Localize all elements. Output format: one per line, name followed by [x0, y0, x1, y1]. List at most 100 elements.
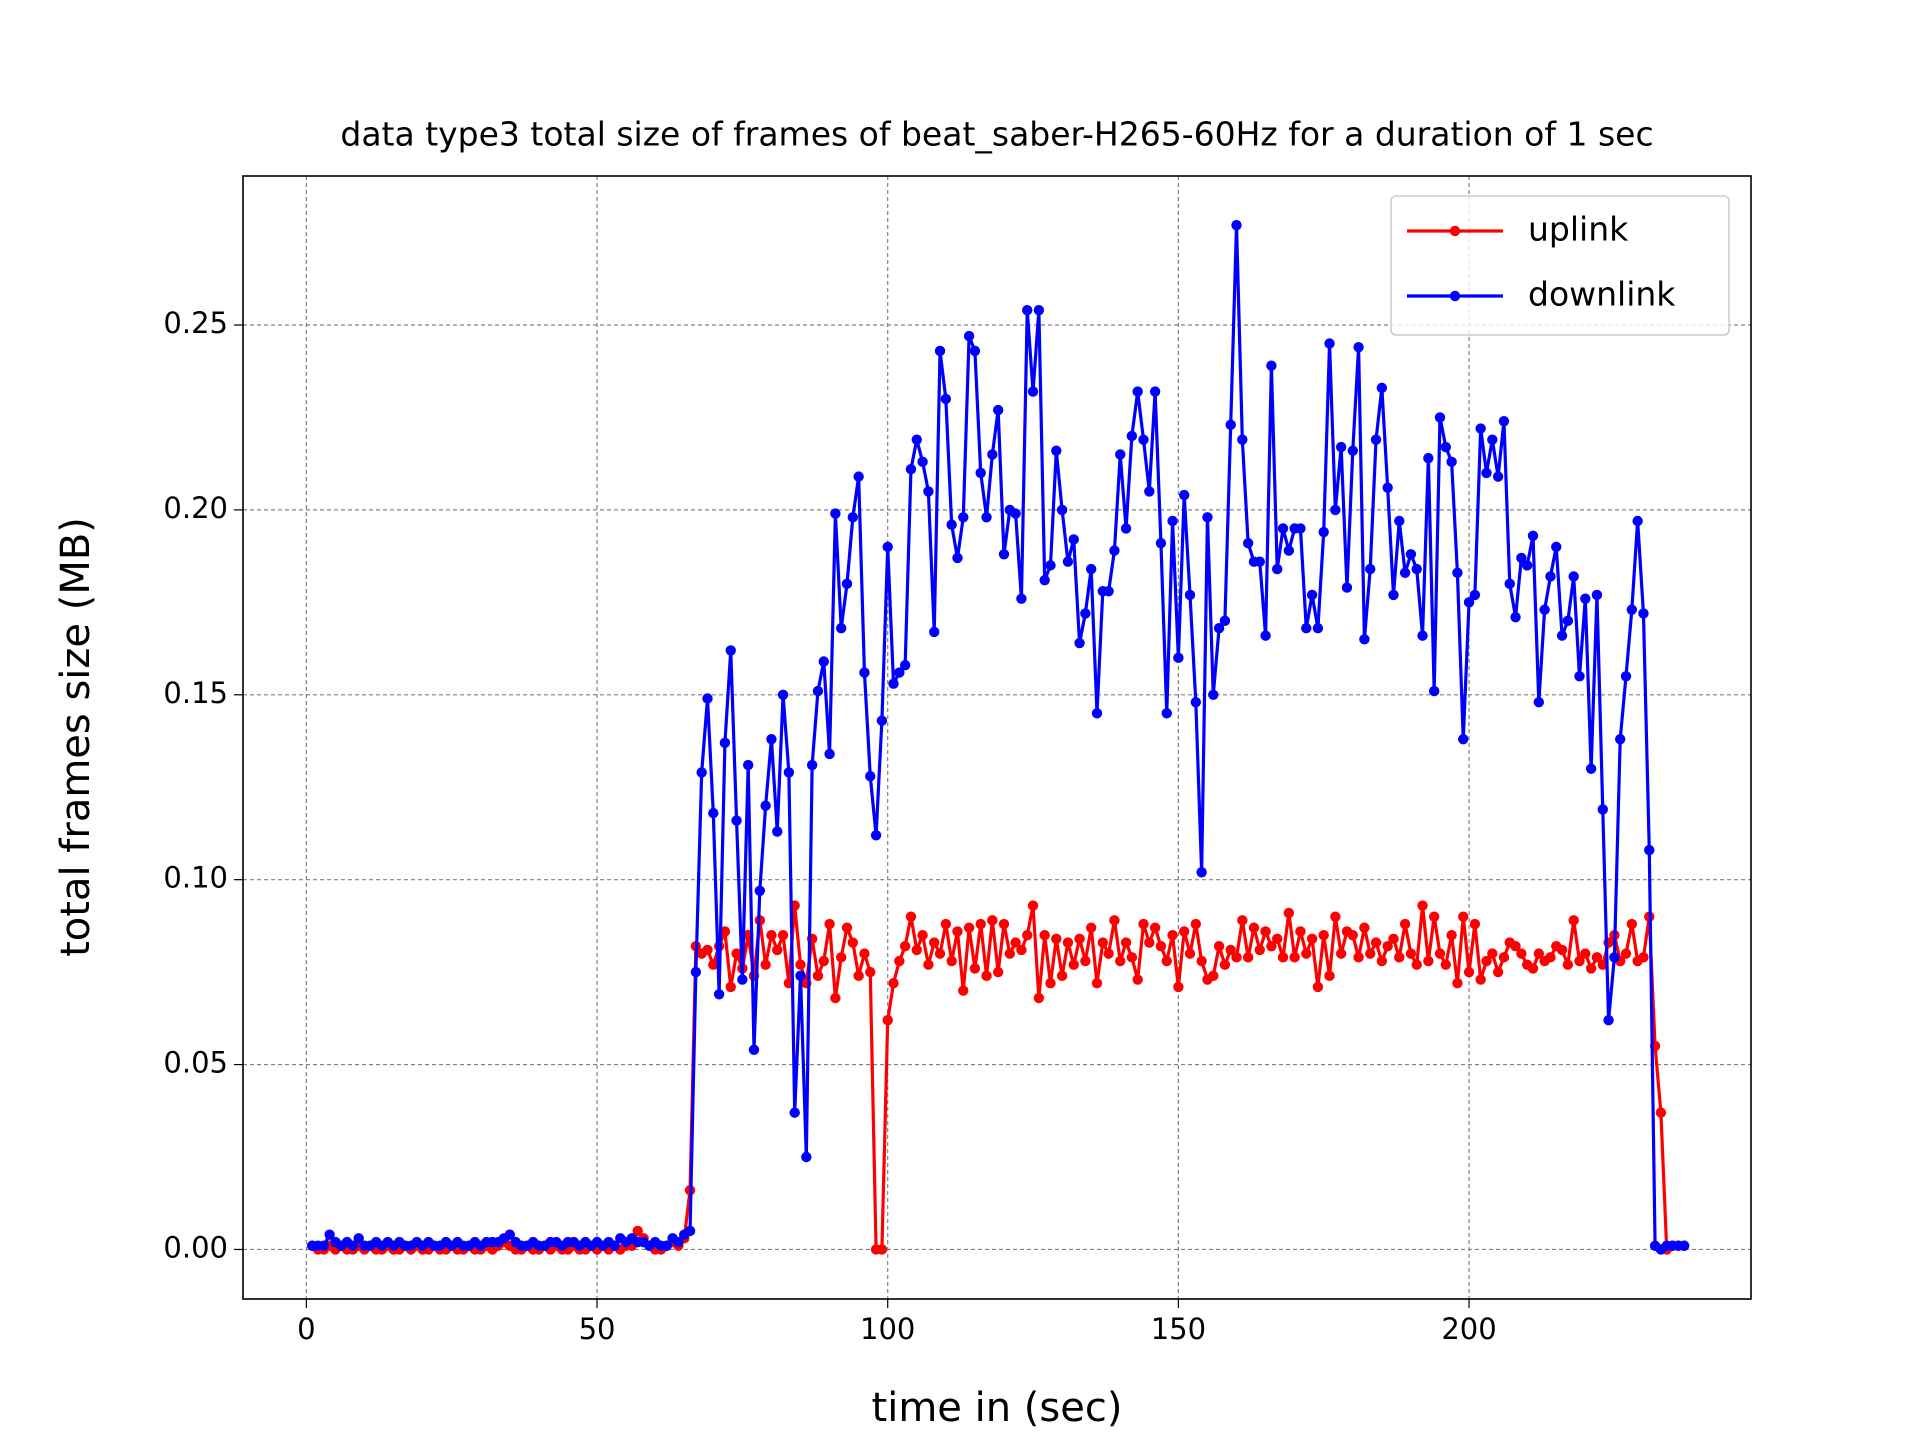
data-point [1178, 489, 1190, 501]
data-point [1644, 844, 1655, 856]
data-point [1062, 937, 1074, 948]
data-point [1655, 1107, 1667, 1118]
data-point [1208, 689, 1219, 700]
data-point [975, 918, 986, 930]
data-point [934, 948, 946, 959]
data-point [1149, 922, 1161, 933]
y-tick-label: 0.00 [163, 1230, 228, 1264]
data-point [1330, 504, 1341, 516]
data-point [969, 963, 981, 974]
data-point [830, 992, 841, 1004]
data-point [1091, 708, 1103, 719]
data-point [684, 1225, 696, 1237]
data-point [1492, 471, 1504, 482]
data-point [777, 689, 789, 700]
data-point [1010, 508, 1021, 519]
data-point [1242, 952, 1254, 963]
x-tick-label: 50 [579, 1312, 616, 1346]
data-point [1405, 549, 1417, 560]
data-point [1399, 567, 1411, 578]
data-point [1033, 992, 1045, 1004]
data-point [1359, 922, 1370, 933]
data-point [708, 807, 719, 819]
data-point [1638, 952, 1649, 963]
data-point [1434, 412, 1446, 423]
data-point [1481, 467, 1492, 479]
data-point [923, 959, 934, 970]
data-point [1428, 685, 1440, 697]
data-point [1022, 929, 1033, 941]
data-point [1626, 604, 1638, 615]
data-point [1353, 342, 1364, 353]
data-point [1126, 952, 1138, 963]
data-point [1260, 630, 1271, 641]
data-point [1231, 219, 1242, 231]
data-point [1033, 305, 1045, 316]
data-point [870, 830, 882, 841]
data-point [1306, 933, 1318, 945]
data-point [731, 815, 742, 826]
data-point [1225, 419, 1236, 431]
data-point [998, 918, 1010, 930]
data-point [1039, 574, 1050, 586]
data-point [1266, 360, 1277, 371]
data-point [1562, 615, 1574, 627]
data-point [1126, 430, 1138, 442]
data-point [1580, 948, 1591, 959]
data-point [1533, 948, 1545, 959]
data-point [1516, 948, 1527, 959]
data-point [1144, 486, 1155, 497]
data-point [1394, 952, 1405, 963]
data-point [1446, 929, 1457, 941]
data-point [1277, 952, 1289, 963]
data-point [1335, 441, 1347, 453]
data-point [1492, 966, 1504, 978]
data-point [1498, 952, 1510, 963]
data-point [929, 937, 940, 948]
data-point [1237, 434, 1248, 445]
data-point [1382, 482, 1393, 493]
data-point [1428, 911, 1440, 922]
data-point [1585, 963, 1597, 974]
data-point [1085, 563, 1097, 575]
data-point [1289, 952, 1300, 963]
data-point [696, 767, 707, 778]
data-point [789, 1107, 800, 1118]
data-point [673, 1236, 684, 1248]
data-point [1504, 578, 1515, 590]
legend-label: downlink [1528, 275, 1676, 314]
data-point [1324, 338, 1335, 349]
data-point [690, 966, 702, 978]
data-point [708, 959, 719, 970]
data-point [940, 918, 952, 930]
data-point [1115, 449, 1126, 460]
data-point [1452, 567, 1463, 578]
data-point [731, 948, 742, 959]
data-point [1475, 423, 1486, 434]
data-point [1272, 563, 1283, 575]
y-axis-label: total frames size (MB) [53, 517, 99, 957]
data-point [504, 1229, 516, 1240]
data-point [1405, 948, 1417, 959]
data-point [1196, 867, 1207, 878]
data-point [859, 948, 870, 959]
data-point [1202, 512, 1213, 523]
data-point [1045, 560, 1056, 571]
data-point [1568, 915, 1579, 926]
data-point [1155, 537, 1167, 549]
data-point [812, 685, 824, 697]
data-point [923, 486, 934, 497]
data-point [1155, 941, 1167, 952]
data-point [1591, 589, 1603, 601]
data-point [853, 471, 864, 482]
data-point [1388, 589, 1399, 601]
data-point [760, 800, 771, 811]
data-point [1178, 926, 1190, 937]
data-point [1376, 955, 1388, 967]
data-point [992, 404, 1004, 416]
data-point [1039, 929, 1050, 941]
data-point [1283, 545, 1295, 556]
data-point [1027, 386, 1039, 397]
data-point [1585, 763, 1597, 774]
data-point [1277, 523, 1289, 534]
